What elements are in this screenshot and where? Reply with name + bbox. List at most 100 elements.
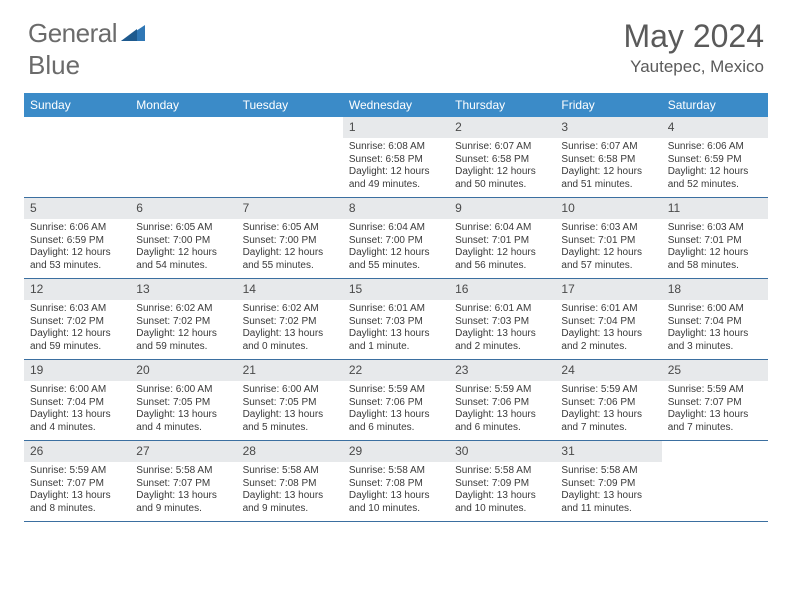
day-number: 10 [555, 198, 661, 219]
sunset-text: Sunset: 7:09 PM [455, 478, 549, 491]
daylight-line1: Daylight: 13 hours [30, 409, 124, 422]
sunset-text: Sunset: 7:06 PM [349, 397, 443, 410]
daylight-line1: Daylight: 13 hours [668, 409, 762, 422]
day-details: Sunrise: 5:58 AMSunset: 7:08 PMDaylight:… [237, 462, 343, 521]
week-row: 12Sunrise: 6:03 AMSunset: 7:02 PMDayligh… [24, 279, 768, 360]
day-number [24, 117, 130, 138]
daylight-line1: Daylight: 13 hours [349, 328, 443, 341]
page-header: General May 2024 Yautepec, Mexico [0, 0, 792, 85]
day-cell: 1Sunrise: 6:08 AMSunset: 6:58 PMDaylight… [343, 117, 449, 197]
day-number: 27 [130, 441, 236, 462]
daylight-line1: Daylight: 12 hours [455, 166, 549, 179]
sunset-text: Sunset: 7:04 PM [668, 316, 762, 329]
day-cell: 19Sunrise: 6:00 AMSunset: 7:04 PMDayligh… [24, 360, 130, 440]
day-number: 17 [555, 279, 661, 300]
day-number: 13 [130, 279, 236, 300]
sunset-text: Sunset: 7:08 PM [243, 478, 337, 491]
day-details: Sunrise: 6:01 AMSunset: 7:03 PMDaylight:… [449, 300, 555, 359]
day-details: Sunrise: 6:00 AMSunset: 7:04 PMDaylight:… [662, 300, 768, 359]
day-cell: 27Sunrise: 5:58 AMSunset: 7:07 PMDayligh… [130, 441, 236, 521]
day-cell: 9Sunrise: 6:04 AMSunset: 7:01 PMDaylight… [449, 198, 555, 278]
sunrise-text: Sunrise: 6:00 AM [30, 384, 124, 397]
daylight-line1: Daylight: 13 hours [349, 490, 443, 503]
sunrise-text: Sunrise: 6:01 AM [349, 303, 443, 316]
sunrise-text: Sunrise: 6:00 AM [668, 303, 762, 316]
sunrise-text: Sunrise: 6:01 AM [561, 303, 655, 316]
day-details: Sunrise: 6:04 AMSunset: 7:01 PMDaylight:… [449, 219, 555, 278]
day-details: Sunrise: 6:06 AMSunset: 6:59 PMDaylight:… [24, 219, 130, 278]
day-cell: 12Sunrise: 6:03 AMSunset: 7:02 PMDayligh… [24, 279, 130, 359]
day-number: 6 [130, 198, 236, 219]
daylight-line1: Daylight: 13 hours [243, 328, 337, 341]
day-details: Sunrise: 6:01 AMSunset: 7:04 PMDaylight:… [555, 300, 661, 359]
daylight-line2: and 9 minutes. [243, 503, 337, 516]
sunset-text: Sunset: 6:58 PM [455, 154, 549, 167]
daylight-line2: and 2 minutes. [455, 341, 549, 354]
weekday-header: Saturday [662, 93, 768, 117]
daylight-line2: and 6 minutes. [455, 422, 549, 435]
sunset-text: Sunset: 7:01 PM [668, 235, 762, 248]
day-cell: 15Sunrise: 6:01 AMSunset: 7:03 PMDayligh… [343, 279, 449, 359]
sunrise-text: Sunrise: 5:58 AM [455, 465, 549, 478]
daylight-line1: Daylight: 12 hours [561, 166, 655, 179]
daylight-line2: and 4 minutes. [136, 422, 230, 435]
day-details: Sunrise: 6:06 AMSunset: 6:59 PMDaylight:… [662, 138, 768, 197]
sunrise-text: Sunrise: 6:06 AM [668, 141, 762, 154]
daylight-line1: Daylight: 12 hours [668, 247, 762, 260]
day-number: 19 [24, 360, 130, 381]
daylight-line2: and 9 minutes. [136, 503, 230, 516]
daylight-line1: Daylight: 13 hours [243, 409, 337, 422]
sunset-text: Sunset: 7:01 PM [561, 235, 655, 248]
location-label: Yautepec, Mexico [623, 57, 764, 77]
title-block: May 2024 Yautepec, Mexico [623, 18, 764, 77]
sunrise-text: Sunrise: 6:02 AM [136, 303, 230, 316]
day-details: Sunrise: 5:58 AMSunset: 7:09 PMDaylight:… [449, 462, 555, 521]
logo: General [28, 18, 147, 49]
day-details: Sunrise: 6:00 AMSunset: 7:04 PMDaylight:… [24, 381, 130, 440]
sunset-text: Sunset: 7:01 PM [455, 235, 549, 248]
daylight-line1: Daylight: 12 hours [668, 166, 762, 179]
day-cell: 7Sunrise: 6:05 AMSunset: 7:00 PMDaylight… [237, 198, 343, 278]
sunrise-text: Sunrise: 6:03 AM [30, 303, 124, 316]
day-details: Sunrise: 5:58 AMSunset: 7:08 PMDaylight:… [343, 462, 449, 521]
day-number: 1 [343, 117, 449, 138]
daylight-line2: and 50 minutes. [455, 179, 549, 192]
daylight-line2: and 8 minutes. [30, 503, 124, 516]
day-cell: 18Sunrise: 6:00 AMSunset: 7:04 PMDayligh… [662, 279, 768, 359]
day-details: Sunrise: 5:59 AMSunset: 7:07 PMDaylight:… [24, 462, 130, 521]
daylight-line2: and 51 minutes. [561, 179, 655, 192]
sunrise-text: Sunrise: 5:59 AM [561, 384, 655, 397]
daylight-line1: Daylight: 12 hours [30, 247, 124, 260]
sunrise-text: Sunrise: 5:58 AM [349, 465, 443, 478]
daylight-line1: Daylight: 13 hours [561, 328, 655, 341]
day-cell: 21Sunrise: 6:00 AMSunset: 7:05 PMDayligh… [237, 360, 343, 440]
day-details: Sunrise: 6:07 AMSunset: 6:58 PMDaylight:… [555, 138, 661, 197]
day-cell: 28Sunrise: 5:58 AMSunset: 7:08 PMDayligh… [237, 441, 343, 521]
day-number: 31 [555, 441, 661, 462]
day-cell [662, 441, 768, 521]
day-cell [130, 117, 236, 197]
sunset-text: Sunset: 7:05 PM [136, 397, 230, 410]
day-details: Sunrise: 6:04 AMSunset: 7:00 PMDaylight:… [343, 219, 449, 278]
day-cell: 10Sunrise: 6:03 AMSunset: 7:01 PMDayligh… [555, 198, 661, 278]
day-number: 16 [449, 279, 555, 300]
day-cell: 29Sunrise: 5:58 AMSunset: 7:08 PMDayligh… [343, 441, 449, 521]
day-cell: 23Sunrise: 5:59 AMSunset: 7:06 PMDayligh… [449, 360, 555, 440]
sunrise-text: Sunrise: 6:00 AM [243, 384, 337, 397]
sunset-text: Sunset: 7:05 PM [243, 397, 337, 410]
sunrise-text: Sunrise: 6:04 AM [455, 222, 549, 235]
day-number: 9 [449, 198, 555, 219]
day-cell: 31Sunrise: 5:58 AMSunset: 7:09 PMDayligh… [555, 441, 661, 521]
day-number: 5 [24, 198, 130, 219]
daylight-line1: Daylight: 13 hours [136, 490, 230, 503]
day-number: 18 [662, 279, 768, 300]
day-number: 28 [237, 441, 343, 462]
sunset-text: Sunset: 6:58 PM [561, 154, 655, 167]
daylight-line2: and 53 minutes. [30, 260, 124, 273]
daylight-line1: Daylight: 13 hours [561, 409, 655, 422]
day-details: Sunrise: 6:03 AMSunset: 7:01 PMDaylight:… [662, 219, 768, 278]
triangle-icon [121, 21, 145, 46]
daylight-line1: Daylight: 13 hours [243, 490, 337, 503]
sunset-text: Sunset: 7:03 PM [455, 316, 549, 329]
daylight-line2: and 4 minutes. [30, 422, 124, 435]
